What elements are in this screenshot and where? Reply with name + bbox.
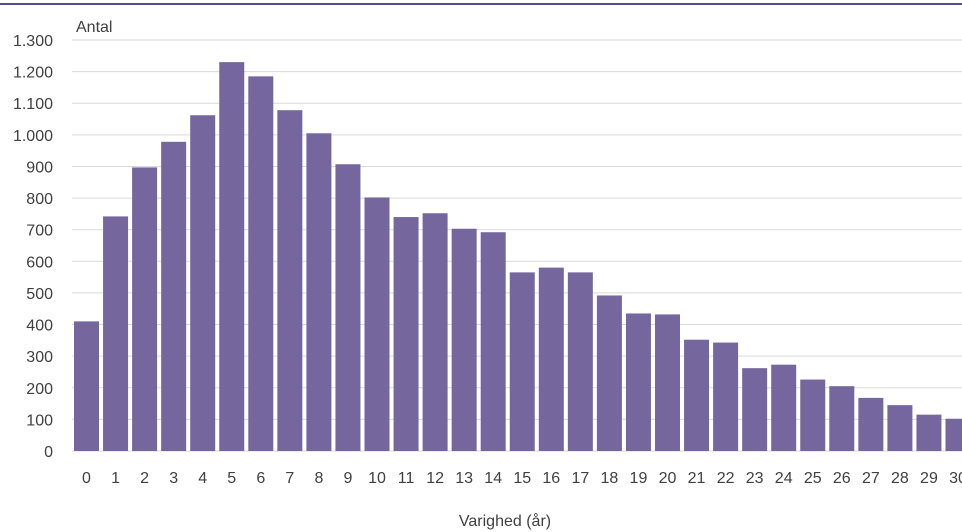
bar-10 bbox=[364, 197, 390, 451]
bar-4 bbox=[190, 115, 216, 451]
x-tick-label: 3 bbox=[169, 470, 178, 487]
y-tick-labels: 0 100 200 300 400 500 600 700 800 900 1.000 1.100 1.… bbox=[13, 33, 53, 461]
x-tick-label: 25 bbox=[804, 470, 822, 487]
bar-11 bbox=[393, 217, 419, 451]
y-tick-label: 300 bbox=[26, 349, 53, 366]
y-tick-label: 0 bbox=[44, 444, 53, 461]
bar-13 bbox=[451, 228, 477, 451]
x-tick-label: 12 bbox=[426, 470, 444, 487]
y-tick-label: 800 bbox=[26, 191, 53, 208]
bars bbox=[74, 62, 962, 451]
bar-16 bbox=[538, 267, 564, 451]
x-tick-label: 7 bbox=[285, 470, 294, 487]
x-tick-label: 13 bbox=[455, 470, 473, 487]
y-tick-label: 400 bbox=[26, 318, 53, 335]
x-tick-label: 2 bbox=[140, 470, 149, 487]
x-tick-label: 14 bbox=[484, 470, 502, 487]
bar-0 bbox=[74, 321, 99, 451]
x-tick-label: 9 bbox=[343, 470, 352, 487]
bar-23 bbox=[742, 368, 768, 451]
y-tick-label: 100 bbox=[26, 412, 53, 429]
bar-9 bbox=[335, 164, 361, 451]
x-axis-label: Varighed (år) bbox=[459, 512, 551, 530]
bar-15 bbox=[509, 272, 535, 451]
y-tick-label: 600 bbox=[26, 254, 53, 271]
bar-2 bbox=[132, 167, 158, 451]
bar-28 bbox=[887, 405, 913, 451]
bar-5 bbox=[219, 62, 245, 451]
top-divider bbox=[0, 3, 962, 5]
x-tick-label: 0 bbox=[82, 470, 91, 487]
bar-22 bbox=[713, 342, 739, 451]
x-tick-label: 17 bbox=[571, 470, 589, 487]
x-tick-label: 23 bbox=[746, 470, 764, 487]
bar-27 bbox=[858, 397, 884, 451]
x-tick-label: 5 bbox=[227, 470, 236, 487]
x-tick-label: 11 bbox=[398, 470, 415, 487]
bar-25 bbox=[800, 379, 826, 451]
bar-29 bbox=[916, 414, 942, 451]
x-tick-label: 16 bbox=[542, 470, 560, 487]
x-tick-label: 10 bbox=[368, 470, 386, 487]
y-tick-label: 500 bbox=[26, 286, 53, 303]
x-tick-label: 28 bbox=[891, 470, 909, 487]
x-tick-label: 18 bbox=[601, 470, 619, 487]
x-tick-label: 6 bbox=[256, 470, 265, 487]
y-tick-label: 1.200 bbox=[13, 65, 53, 82]
x-tick-label: 24 bbox=[775, 470, 793, 487]
bar-7 bbox=[277, 110, 303, 451]
x-tick-label: 27 bbox=[862, 470, 880, 487]
bar-21 bbox=[684, 339, 710, 451]
bar-1 bbox=[103, 216, 129, 451]
y-tick-label: 1.100 bbox=[13, 96, 53, 113]
bar-19 bbox=[625, 313, 651, 451]
bar-20 bbox=[655, 314, 680, 451]
bar-14 bbox=[480, 232, 506, 451]
x-tick-label: 4 bbox=[198, 470, 207, 487]
y-tick-label: 200 bbox=[26, 381, 53, 398]
bar-8 bbox=[306, 133, 332, 451]
x-tick-label: 19 bbox=[630, 470, 648, 487]
bar-24 bbox=[771, 364, 797, 451]
x-tick-labels: 0 1 2 3 4 5 6 7 8 9 10 11 12 13 14 15 16 17 18 19 20 21 22 23 24… bbox=[82, 470, 962, 487]
y-axis-label: Antal bbox=[76, 19, 112, 36]
x-tick-label: 30 bbox=[949, 470, 962, 487]
x-tick-label: 22 bbox=[717, 470, 735, 487]
x-tick-label: 21 bbox=[688, 470, 706, 487]
x-tick-label: 20 bbox=[659, 470, 677, 487]
bar-30 bbox=[945, 418, 962, 451]
x-tick-label: 1 bbox=[111, 470, 120, 487]
y-tick-label: 1.000 bbox=[13, 128, 53, 145]
y-tick-label: 1.300 bbox=[13, 33, 53, 50]
bar-18 bbox=[596, 295, 622, 451]
bar-26 bbox=[829, 386, 855, 451]
bar-17 bbox=[567, 272, 593, 451]
bar-12 bbox=[422, 213, 448, 451]
bar-3 bbox=[161, 141, 187, 451]
x-tick-label: 15 bbox=[513, 470, 531, 487]
x-tick-label: 8 bbox=[314, 470, 323, 487]
y-tick-label: 900 bbox=[26, 159, 53, 176]
x-tick-label: 26 bbox=[833, 470, 851, 487]
bar-6 bbox=[248, 76, 274, 451]
y-tick-label: 700 bbox=[26, 223, 53, 240]
x-tick-label: 29 bbox=[920, 470, 938, 487]
